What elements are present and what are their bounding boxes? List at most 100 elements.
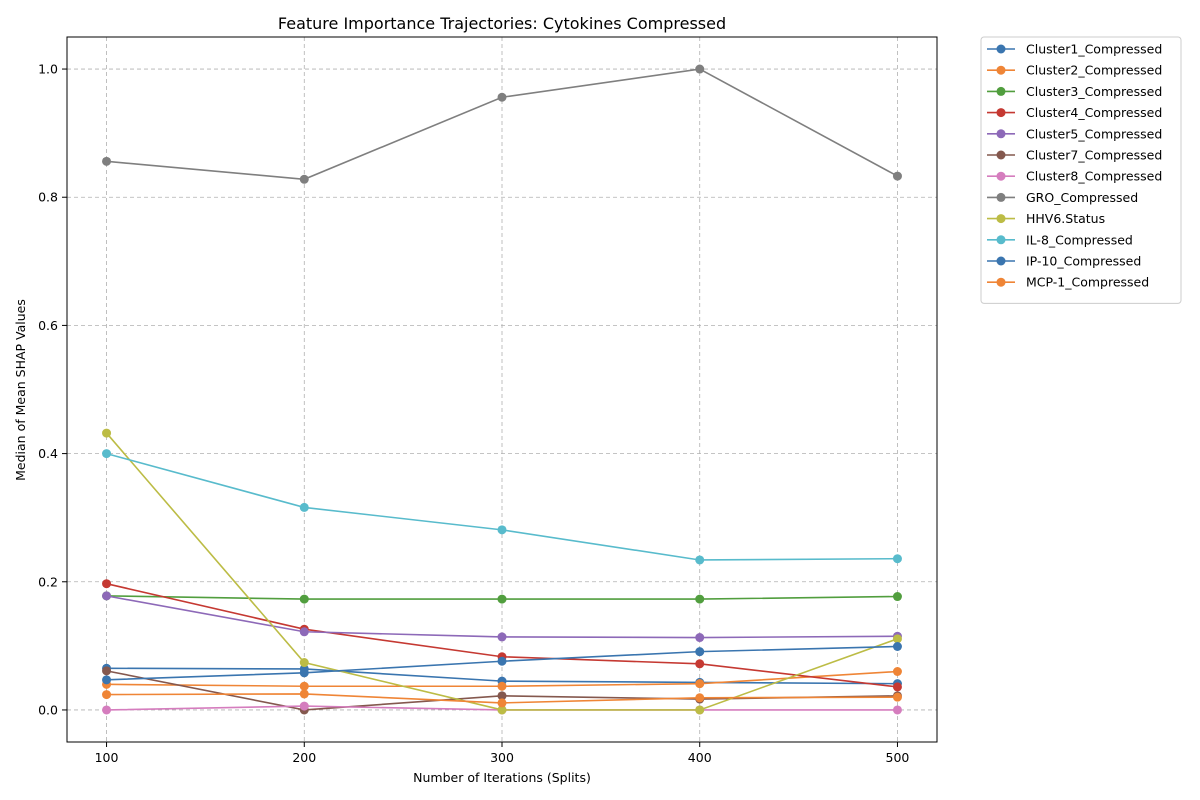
x-tick-label: 200 — [292, 750, 316, 765]
data-point — [892, 682, 902, 692]
data-point — [102, 449, 112, 459]
data-point — [892, 592, 902, 602]
y-tick-label: 0.4 — [38, 446, 58, 461]
chart-title: Feature Importance Trajectories: Cytokin… — [278, 14, 726, 33]
legend-label: Cluster7_Compressed — [1026, 148, 1162, 163]
legend: Cluster1_Compressed Cluster2_Compressed Cl… — [980, 36, 1182, 304]
y-tick-label: 1.0 — [38, 62, 58, 77]
legend-entry: Cluster4_Compressed — [987, 105, 1162, 120]
data-point — [497, 594, 507, 604]
legend-label: Cluster4_Compressed — [1026, 105, 1162, 120]
data-point — [299, 681, 309, 691]
legend-marker — [996, 277, 1006, 287]
y-tick-label: 0.6 — [38, 318, 58, 333]
data-point — [892, 642, 902, 652]
series-Cluster5_Compressed — [102, 591, 902, 643]
legend-entry: Cluster8_Compressed — [987, 169, 1162, 184]
data-point — [299, 174, 309, 184]
legend-label: Cluster3_Compressed — [1026, 84, 1162, 99]
data-point — [695, 679, 705, 689]
data-point — [299, 658, 309, 668]
legend-label: IP-10_Compressed — [1026, 254, 1141, 269]
legend-label: GRO_Compressed — [1026, 190, 1138, 205]
data-point — [299, 701, 309, 711]
data-point — [695, 64, 705, 74]
data-point — [299, 689, 309, 699]
data-point — [695, 633, 705, 643]
legend-marker — [996, 86, 1006, 96]
data-point — [497, 92, 507, 102]
data-point — [695, 659, 705, 669]
legend-marker — [996, 235, 1006, 245]
legend-entry: MCP-1_Compressed — [987, 275, 1149, 290]
legend-marker — [996, 129, 1006, 139]
legend-marker — [996, 214, 1006, 224]
legend-label: IL-8_Compressed — [1026, 232, 1133, 247]
data-point — [695, 705, 705, 715]
data-point — [102, 675, 112, 685]
legend-label: HHV6.Status — [1026, 211, 1105, 226]
data-point — [102, 156, 112, 166]
legend-marker — [996, 150, 1006, 160]
data-point — [497, 698, 507, 708]
legend-marker — [996, 65, 1006, 75]
data-point — [497, 705, 507, 715]
legend-label: Cluster2_Compressed — [1026, 63, 1162, 78]
y-axis-label: Median of Mean SHAP Values — [13, 299, 28, 481]
x-tick-label: 300 — [490, 750, 514, 765]
legend-marker — [996, 108, 1006, 118]
legend-marker — [996, 44, 1006, 54]
series-IP-10_Compressed — [102, 642, 902, 685]
data-point — [102, 705, 112, 715]
x-axis-label: Number of Iterations (Splits) — [413, 770, 591, 785]
data-point — [497, 691, 507, 701]
legend-marker — [996, 192, 1006, 202]
legend-label: MCP-1_Compressed — [1026, 275, 1149, 290]
legend-entry: Cluster2_Compressed — [987, 63, 1162, 78]
data-point — [695, 594, 705, 604]
data-point — [497, 632, 507, 642]
data-point — [299, 627, 309, 637]
legend-label: Cluster5_Compressed — [1026, 126, 1162, 141]
legend-marker — [996, 171, 1006, 181]
data-point — [299, 668, 309, 678]
legend-entry: Cluster5_Compressed — [987, 126, 1162, 141]
legend-entry: HHV6.Status — [987, 211, 1105, 226]
y-tick-label: 0.0 — [38, 702, 58, 717]
series-GRO_Compressed — [102, 64, 902, 184]
y-tick-label: 0.2 — [38, 574, 58, 589]
data-point — [892, 554, 902, 564]
data-point — [102, 690, 112, 700]
data-point — [695, 693, 705, 703]
legend-marker — [996, 256, 1006, 266]
legend-entry: IL-8_Compressed — [987, 232, 1133, 247]
data-point — [892, 667, 902, 676]
data-point — [497, 656, 507, 666]
y-tick-label: 0.8 — [38, 190, 58, 205]
data-point — [299, 502, 309, 512]
legend-entry: Cluster3_Compressed — [987, 84, 1162, 99]
data-point — [497, 525, 507, 535]
data-point — [892, 171, 902, 181]
data-point — [102, 579, 112, 589]
data-point — [102, 591, 112, 601]
legend-entry: Cluster1_Compressed — [987, 42, 1162, 57]
data-point — [497, 681, 507, 691]
series-HHV6.Status — [102, 428, 902, 715]
x-tick-label: 400 — [688, 750, 712, 765]
data-point — [892, 705, 902, 715]
legend-entry: IP-10_Compressed — [987, 254, 1141, 269]
tick-layer: 100 200 300 400 500 0.0 0.2 0.4 0.6 0.8 1.0 — [38, 62, 909, 765]
legend-entry: GRO_Compressed — [987, 190, 1138, 205]
series-MCP-1_Compressed — [102, 689, 902, 708]
data-point — [695, 647, 705, 657]
data-point — [299, 594, 309, 604]
data-point — [892, 692, 902, 702]
data-point — [892, 634, 902, 644]
series-layer — [102, 64, 902, 715]
x-tick-label: 100 — [95, 750, 119, 765]
x-tick-label: 500 — [886, 750, 910, 765]
data-point — [102, 666, 112, 676]
data-point — [695, 555, 705, 565]
